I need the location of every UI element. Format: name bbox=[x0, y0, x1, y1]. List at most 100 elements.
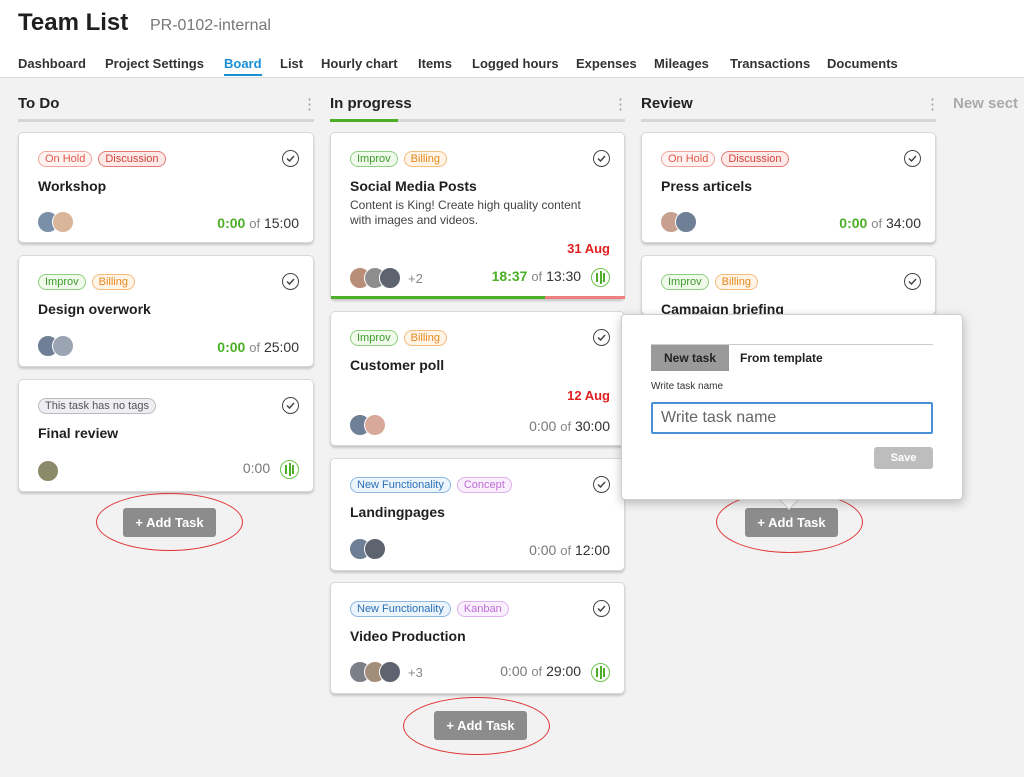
save-button[interactable]: Save bbox=[874, 447, 933, 469]
popup-tab-new-task[interactable]: New task bbox=[651, 345, 729, 371]
task-card-video-production[interactable]: New Functionality Kanban Video Productio… bbox=[330, 582, 625, 694]
time-used: 0:00 bbox=[217, 215, 246, 231]
time-tracking: 0:00 of 30:00 bbox=[529, 418, 610, 434]
complete-check-icon[interactable] bbox=[904, 150, 921, 167]
tab-expenses[interactable]: Expenses bbox=[576, 56, 637, 71]
assignee-avatars[interactable] bbox=[37, 211, 74, 233]
more-assignees: +3 bbox=[408, 664, 423, 680]
tab-project-settings[interactable]: Project Settings bbox=[105, 56, 204, 71]
timer-icon[interactable] bbox=[591, 268, 610, 287]
assignee-avatars[interactable]: +3 bbox=[349, 661, 423, 683]
assignee-avatars[interactable]: +2 bbox=[349, 267, 423, 289]
time-total: 29:00 bbox=[546, 663, 582, 680]
column-menu-icon[interactable]: ⋮ bbox=[302, 96, 317, 113]
tag-improv: Improv bbox=[350, 330, 398, 346]
tag-billing: Billing bbox=[91, 274, 135, 290]
tab-documents[interactable]: Documents bbox=[827, 56, 898, 71]
complete-check-icon[interactable] bbox=[904, 273, 921, 290]
project-code: PR-0102-internal bbox=[150, 17, 271, 34]
tab-list[interactable]: List bbox=[280, 56, 304, 71]
task-title: Final review bbox=[38, 425, 119, 441]
timer-icon[interactable] bbox=[280, 460, 299, 479]
assignee-avatars[interactable] bbox=[660, 211, 697, 233]
column-divider bbox=[18, 119, 314, 122]
complete-check-icon[interactable] bbox=[593, 150, 610, 167]
tag-list: On Hold Discussion bbox=[661, 151, 789, 167]
tag-on-hold: On Hold bbox=[661, 151, 716, 167]
time-used: 0:00 bbox=[529, 542, 557, 558]
tab-hourly-chart[interactable]: Hourly chart bbox=[321, 56, 398, 71]
column-menu-icon[interactable]: ⋮ bbox=[925, 96, 940, 113]
add-task-button-in-progress[interactable]: + Add Task bbox=[434, 711, 527, 740]
task-card-social-media-posts[interactable]: Improv Billing Social Media Posts Conten… bbox=[330, 132, 625, 299]
complete-check-icon[interactable] bbox=[593, 476, 610, 493]
tag-discussion: Discussion bbox=[98, 151, 166, 167]
time-of: of bbox=[560, 543, 572, 558]
assignee-avatars[interactable] bbox=[349, 414, 386, 436]
tag-concept: Concept bbox=[456, 477, 512, 493]
tab-mileages[interactable]: Mileages bbox=[654, 56, 709, 71]
complete-check-icon[interactable] bbox=[282, 273, 299, 290]
assignee-avatars[interactable] bbox=[37, 460, 59, 482]
tag-billing: Billing bbox=[403, 330, 447, 346]
task-card-design-overwork[interactable]: Improv Billing Design overwork 0:00 of 2… bbox=[18, 255, 314, 367]
tag-new-functionality: New Functionality bbox=[350, 477, 451, 493]
complete-check-icon[interactable] bbox=[593, 600, 610, 617]
task-card-customer-poll[interactable]: Improv Billing Customer poll 12 Aug 0:00… bbox=[330, 311, 625, 446]
column-divider bbox=[641, 119, 936, 122]
nav-tabs: Dashboard Project Settings Board List Ho… bbox=[0, 52, 1024, 78]
avatar bbox=[52, 211, 74, 233]
time-total: 34:00 bbox=[885, 215, 921, 231]
complete-check-icon[interactable] bbox=[593, 329, 610, 346]
time-total: 12:00 bbox=[574, 542, 610, 558]
task-card-press-articels[interactable]: On Hold Discussion Press articels 0:00 o… bbox=[641, 132, 936, 243]
tab-logged-hours[interactable]: Logged hours bbox=[472, 56, 559, 71]
task-title: Design overwork bbox=[38, 301, 151, 317]
time-tracking: 0:00 of 12:00 bbox=[529, 542, 610, 558]
tab-dashboard[interactable]: Dashboard bbox=[18, 56, 86, 71]
new-section-title[interactable]: New sect bbox=[953, 95, 1019, 112]
task-title: Social Media Posts bbox=[350, 178, 477, 194]
time-tracking: 0:00 of 15:00 bbox=[217, 215, 299, 231]
column-divider bbox=[330, 119, 625, 122]
tag-list: New Functionality Kanban bbox=[350, 601, 509, 617]
time-tracking: 0:00 of 29:00 bbox=[500, 663, 610, 682]
tag-list: Improv Billing bbox=[350, 330, 447, 346]
complete-check-icon[interactable] bbox=[282, 397, 299, 414]
task-title: Campaign briefing bbox=[661, 301, 784, 317]
task-description: Content is King! Create high quality con… bbox=[350, 198, 581, 227]
column-menu-icon[interactable]: ⋮ bbox=[613, 96, 628, 113]
tab-board[interactable]: Board bbox=[224, 56, 262, 76]
add-task-button-review[interactable]: + Add Task bbox=[745, 508, 838, 537]
time-total: 25:00 bbox=[263, 339, 299, 355]
tab-transactions[interactable]: Transactions bbox=[730, 56, 811, 71]
task-card-landingpages[interactable]: New Functionality Concept Landingpages 0… bbox=[330, 458, 625, 571]
task-name-input[interactable] bbox=[651, 402, 933, 434]
avatar bbox=[364, 538, 386, 560]
time-of: of bbox=[560, 419, 572, 434]
assignee-avatars[interactable] bbox=[349, 538, 386, 560]
column-progress-bar bbox=[330, 119, 398, 122]
task-card-final-review[interactable]: This task has no tags Final review 0:00 bbox=[18, 379, 314, 492]
time-of: of bbox=[531, 664, 543, 680]
tag-improv: Improv bbox=[38, 274, 86, 290]
tab-items[interactable]: Items bbox=[418, 56, 452, 71]
time-total: 15:00 bbox=[263, 215, 299, 231]
complete-check-icon[interactable] bbox=[282, 150, 299, 167]
avatar bbox=[52, 335, 74, 357]
due-date: 12 Aug bbox=[567, 388, 610, 403]
tag-kanban: Kanban bbox=[456, 601, 509, 617]
timer-icon[interactable] bbox=[591, 663, 610, 682]
task-card-campaign-briefing[interactable]: Improv Billing Campaign briefing bbox=[641, 255, 936, 317]
add-task-button-todo[interactable]: + Add Task bbox=[123, 508, 216, 537]
task-card-workshop[interactable]: On Hold Discussion Workshop 0:00 of 15:0… bbox=[18, 132, 314, 243]
task-title: Video Production bbox=[350, 628, 466, 644]
time-overrun-bar bbox=[545, 296, 625, 299]
time-tracking: 0:00 bbox=[243, 460, 299, 479]
popup-tab-from-template[interactable]: From template bbox=[740, 351, 823, 365]
column-title-review: Review bbox=[641, 95, 693, 112]
time-total: 13:30 bbox=[546, 268, 582, 285]
time-used: 0:00 bbox=[500, 663, 528, 680]
time-used: 18:37 bbox=[491, 268, 528, 285]
assignee-avatars[interactable] bbox=[37, 335, 74, 357]
